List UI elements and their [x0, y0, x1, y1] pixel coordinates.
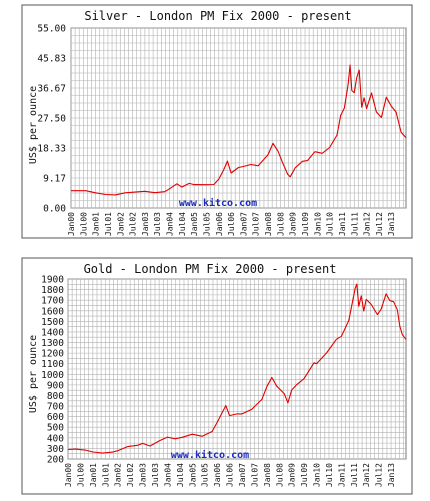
silver-x-tick-label: Jan02 [116, 212, 125, 236]
gold-y-tick-label: 600 [47, 412, 64, 423]
gold-x-tick-label: Jul03 [151, 463, 160, 487]
gold-y-tick-label: 1500 [41, 317, 64, 328]
gold-price-line [67, 283, 407, 454]
silver-x-tick-label: Jul01 [104, 212, 113, 236]
silver-y-tick-label: 18.33 [37, 144, 66, 155]
gold-x-tick-label: Jul00 [76, 463, 85, 487]
silver-x-tick-label: Jan04 [166, 212, 175, 236]
gold-x-tick-label: Jan01 [89, 463, 98, 487]
silver-x-tick-label: Jul00 [79, 212, 88, 236]
gold-x-tick-label: Jul12 [375, 463, 384, 487]
gold-y-axis-label: US$ per ounce [28, 335, 39, 413]
silver-price-line [71, 64, 407, 196]
silver-x-tick-label: Jan06 [215, 212, 224, 236]
gold-x-tick-label: Jan05 [188, 463, 197, 487]
gold-x-ticks: Jan00 Jul00 Jan01 Jul01 Jan02 Jul02 Jan03 Jul03… [64, 463, 396, 487]
gold-x-tick-label: Jan03 [139, 463, 148, 487]
gold-x-tick-label: Jul08 [275, 463, 284, 487]
gold-x-tick-label: Jul10 [325, 463, 334, 487]
gold-y-tick-label: 1900 [41, 275, 64, 286]
silver-x-tick-label: Jul03 [153, 212, 162, 236]
silver-y-tick-label: 45.83 [37, 54, 66, 65]
silver-x-tick-label: Jan13 [387, 212, 396, 236]
gold-y-tick-label: 1400 [41, 327, 64, 338]
silver-y-tick-label: 0.00 [43, 204, 66, 215]
silver-x-tick-label: Jul04 [178, 212, 187, 236]
silver-chart-title: Silver - London PM Fix 2000 - present [84, 9, 351, 23]
gold-chart: Gold - London PM Fix 2000 - present US$ … [21, 257, 413, 495]
gold-x-tick-label: Jan13 [387, 463, 396, 487]
silver-x-tick-label: Jan01 [92, 212, 101, 236]
silver-x-tick-label: Jan08 [264, 212, 273, 236]
silver-chart: Silver - London PM Fix 2000 - present US… [21, 4, 413, 239]
gold-x-tick-label: Jan10 [313, 463, 322, 487]
gold-y-tick-label: 1800 [41, 285, 64, 296]
silver-x-tick-label: Jan03 [141, 212, 150, 236]
gold-y-tick-label: 500 [47, 423, 64, 434]
silver-x-tick-label: Jul07 [252, 212, 261, 236]
gold-y-tick-label: 1700 [41, 296, 64, 307]
gold-y-tick-label: 700 [47, 402, 64, 413]
gold-y-tick-label: 1600 [41, 306, 64, 317]
gold-y-tick-label: 200 [47, 455, 64, 466]
gold-credit-text: www.kitco.com [171, 449, 249, 461]
silver-credit-text: www.kitco.com [179, 197, 257, 209]
silver-x-tick-label: Jul05 [202, 212, 211, 236]
gold-x-tick-label: Jan09 [288, 463, 297, 487]
silver-x-tick-label: Jul06 [227, 212, 236, 236]
silver-x-tick-label: Jul11 [350, 212, 359, 236]
silver-x-ticks: Jan00 Jul00 Jan01 Jul01 Jan02 Jul02 Jan03 Jul03… [67, 212, 396, 236]
gold-x-tick-label: Jan07 [238, 463, 247, 487]
gold-y-tick-label: 1200 [41, 349, 64, 360]
gold-x-tick-label: Jul01 [101, 463, 110, 487]
gold-y-tick-label: 800 [47, 391, 64, 402]
silver-y-tick-label: 9.17 [43, 173, 66, 184]
gold-x-tick-label: Jan11 [337, 463, 346, 487]
silver-x-tick-label: Jan00 [67, 212, 76, 236]
gold-x-tick-label: Jul09 [300, 463, 309, 487]
gold-x-tick-label: Jan00 [64, 463, 73, 487]
gold-y-tick-label: 400 [47, 433, 64, 444]
silver-x-tick-label: Jan12 [363, 212, 372, 236]
gold-y-tick-label: 900 [47, 380, 64, 391]
gold-x-tick-label: Jul07 [250, 463, 259, 487]
gold-x-tick-label: Jan02 [114, 463, 123, 487]
silver-y-tick-label: 55.00 [37, 24, 66, 35]
silver-y-tick-label: 36.67 [37, 83, 66, 94]
silver-x-tick-label: Jul02 [129, 212, 138, 236]
silver-y-axis-label: US$ per ounce [28, 86, 39, 164]
silver-x-tick-label: Jan07 [239, 212, 248, 236]
gold-x-tick-label: Jul05 [201, 463, 210, 487]
gold-x-tick-label: Jan06 [213, 463, 222, 487]
gold-y-tick-label: 1000 [41, 370, 64, 381]
gold-y-tick-label: 300 [47, 444, 64, 455]
silver-x-tick-label: Jan05 [190, 212, 199, 236]
gold-x-tick-label: Jan04 [163, 463, 172, 487]
gold-x-tick-label: Jan12 [362, 463, 371, 487]
silver-y-tick-label: 27.50 [37, 114, 66, 125]
gold-x-tick-label: Jul11 [350, 463, 359, 487]
gold-x-tick-label: Jul06 [226, 463, 235, 487]
silver-x-tick-label: Jul09 [301, 212, 310, 236]
gold-grid [67, 278, 406, 460]
gold-y-tick-label: 1300 [41, 338, 64, 349]
silver-grid [70, 27, 406, 209]
silver-x-tick-label: Jan11 [338, 212, 347, 236]
gold-y-ticks: 2003004005006007008009001000110012001300… [41, 275, 64, 466]
gold-x-tick-label: Jul04 [176, 463, 185, 487]
gold-y-tick-label: 1100 [41, 359, 64, 370]
gold-chart-title: Gold - London PM Fix 2000 - present [84, 262, 337, 276]
silver-x-tick-label: Jul08 [276, 212, 285, 236]
gold-x-tick-label: Jan08 [263, 463, 272, 487]
gold-x-tick-label: Jul02 [126, 463, 135, 487]
silver-y-ticks: 0.00 9.17 18.33 27.50 36.67 45.83 55.00 [37, 24, 66, 215]
silver-x-tick-label: Jan09 [289, 212, 298, 236]
silver-x-tick-label: Jan10 [313, 212, 322, 236]
silver-x-tick-label: Jul12 [375, 212, 384, 236]
silver-x-tick-label: Jul10 [326, 212, 335, 236]
